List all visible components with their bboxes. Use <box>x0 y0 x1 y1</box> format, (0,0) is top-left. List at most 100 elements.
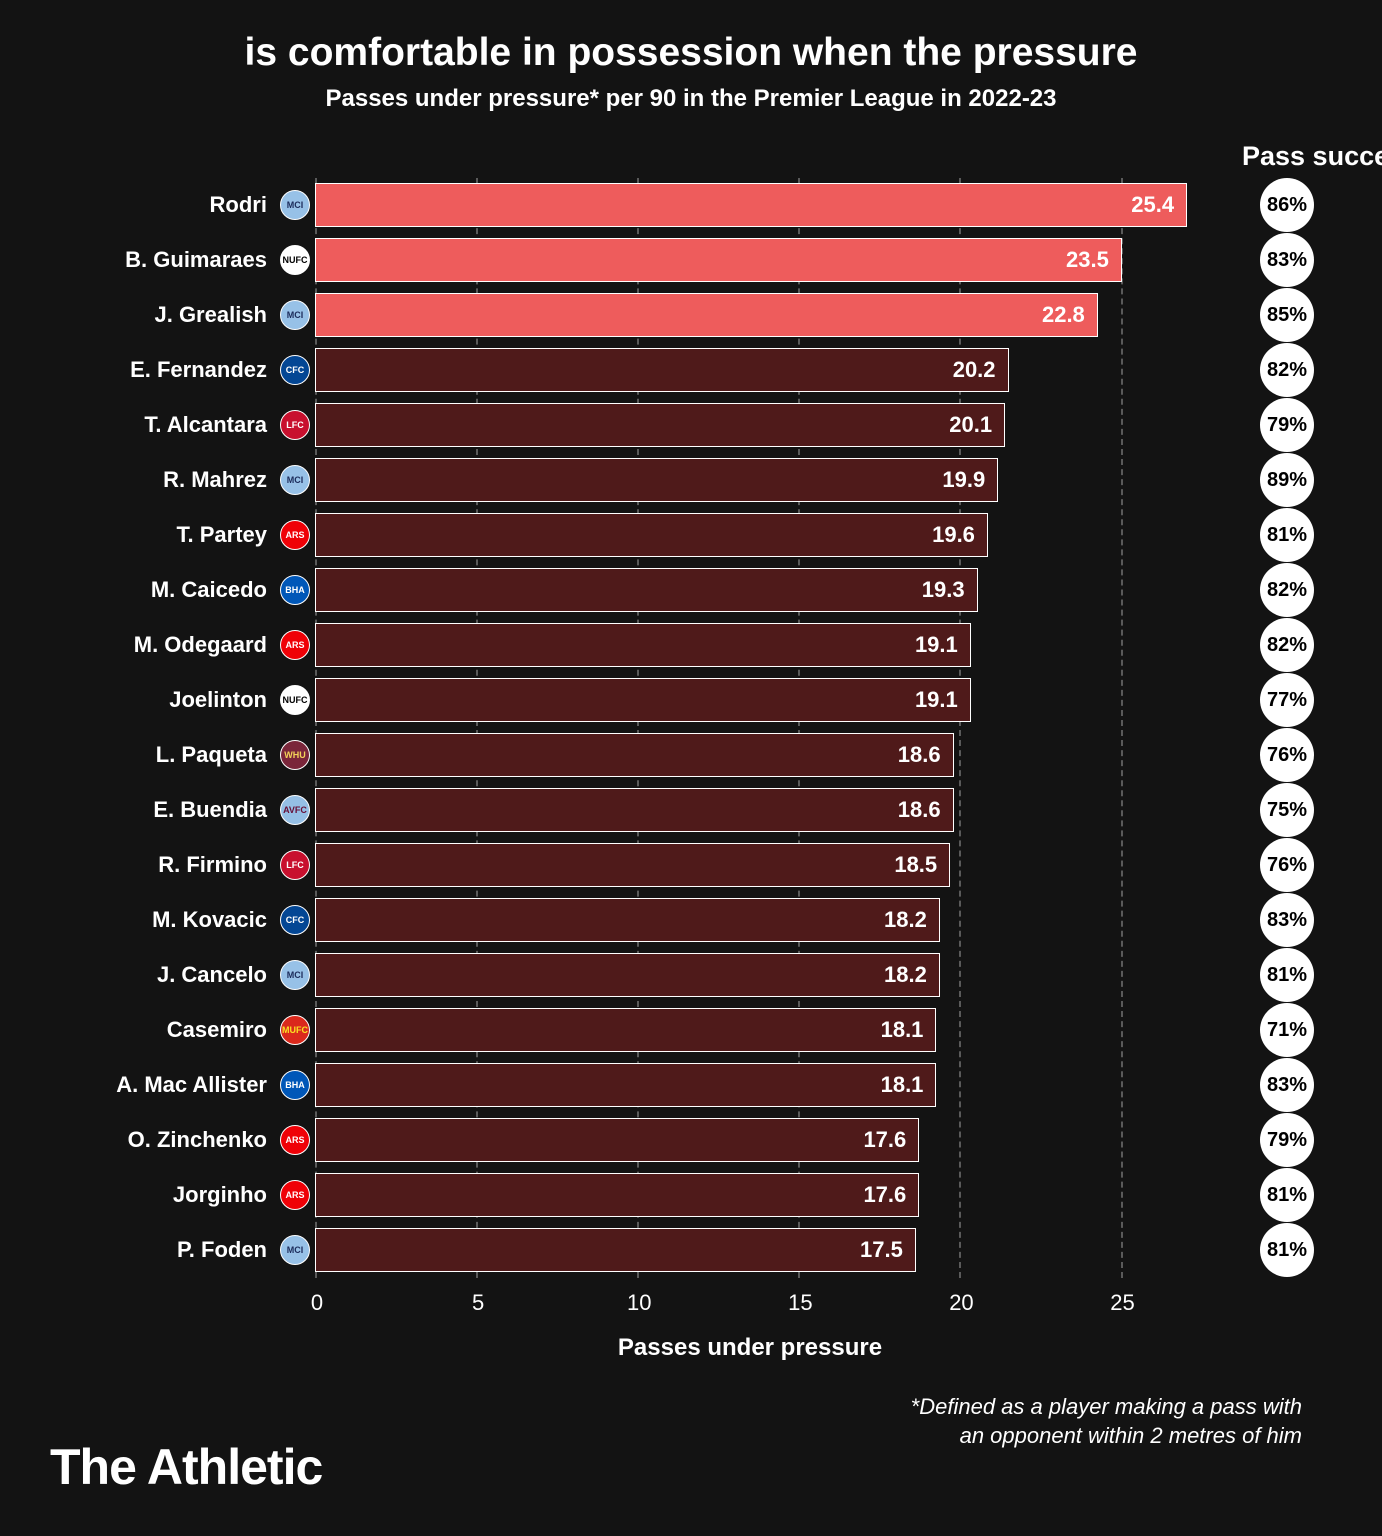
value-bar: 20.2 <box>315 348 1009 392</box>
player-name: Joelinton <box>50 687 275 713</box>
player-row: O. ZinchenkoARS17.6 79% <box>50 1113 1332 1168</box>
brand-logo: The Athletic <box>50 1438 322 1496</box>
pass-success-badge: 82% <box>1260 563 1314 617</box>
chart-header: is comfortable in possession when the pr… <box>50 30 1332 113</box>
pass-success-badge: 71% <box>1260 1003 1314 1057</box>
value-bar: 19.9 <box>315 458 998 502</box>
pass-success-badge: 83% <box>1260 893 1314 947</box>
bar-area: 18.1 <box>315 1058 1242 1113</box>
team-badge-icon: AVFC <box>280 795 310 825</box>
bar-area: 25.4 <box>315 178 1242 233</box>
x-tick-label: 10 <box>627 1290 651 1316</box>
team-badge-icon: LFC <box>280 850 310 880</box>
team-badge-icon: BHA <box>280 1070 310 1100</box>
pass-success-badge: 79% <box>1260 1113 1314 1167</box>
pass-success-badge: 76% <box>1260 728 1314 782</box>
team-badge-icon: BHA <box>280 575 310 605</box>
bar-area: 17.6 <box>315 1168 1242 1223</box>
player-row: R. MahrezMCI19.989% <box>50 453 1332 508</box>
pass-success-badge: 83% <box>1260 1058 1314 1112</box>
player-name: M. Caicedo <box>50 577 275 603</box>
player-row: L. PaquetaWHU18.676% <box>50 728 1332 783</box>
value-bar: 23.5 <box>315 238 1122 282</box>
bar-area: 19.6 <box>315 508 1242 563</box>
bar-area: 19.1 <box>315 618 1242 673</box>
value-bar: 20.1 <box>315 403 1005 447</box>
value-bar: 18.1 <box>315 1063 936 1107</box>
player-row: J. CanceloMCI18.281% <box>50 948 1332 1003</box>
value-bar: 19.6 <box>315 513 988 557</box>
player-name: R. Firmino <box>50 852 275 878</box>
bar-area: 18.2 <box>315 948 1242 1003</box>
x-tick-label: 15 <box>788 1290 812 1316</box>
pass-success-badge: 75% <box>1260 783 1314 837</box>
value-bar: 18.2 <box>315 898 940 942</box>
player-name: O. Zinchenko <box>50 1127 275 1153</box>
pass-success-badge: 81% <box>1260 948 1314 1002</box>
pass-success-badge: 82% <box>1260 343 1314 397</box>
value-bar: 18.2 <box>315 953 940 997</box>
footnote-line2: an opponent within 2 metres of him <box>960 1423 1302 1448</box>
bar-chart: 0510152025RodriMCI25.486%B. GuimaraesNUF… <box>50 178 1332 1278</box>
team-badge-icon: NUFC <box>280 685 310 715</box>
player-name: B. Guimaraes <box>50 247 275 273</box>
bar-area: 22.8 <box>315 288 1242 343</box>
team-badge-icon: ARS <box>280 520 310 550</box>
bar-area: 18.6 <box>315 783 1242 838</box>
player-row: B. GuimaraesNUFC23.583% <box>50 233 1332 288</box>
player-row: JoelintonNUFC19.1 77% <box>50 673 1332 728</box>
player-row: M. CaicedoBHA19.3 82% <box>50 563 1332 618</box>
value-bar: 22.8 <box>315 293 1098 337</box>
team-badge-icon: CFC <box>280 905 310 935</box>
player-name: M. Kovacic <box>50 907 275 933</box>
player-name: Rodri <box>50 192 275 218</box>
player-row: J. GrealishMCI22.8 85% <box>50 288 1332 343</box>
value-bar: 17.6 <box>315 1173 919 1217</box>
pass-success-badge: 86% <box>1260 178 1314 232</box>
player-row: M. OdegaardARS19.182% <box>50 618 1332 673</box>
pass-success-badge: 89% <box>1260 453 1314 507</box>
value-bar: 19.1 <box>315 678 971 722</box>
player-row: R. FirminoLFC18.576% <box>50 838 1332 893</box>
value-bar: 18.1 <box>315 1008 936 1052</box>
value-bar: 17.5 <box>315 1228 916 1272</box>
pass-success-badge: 81% <box>1260 1223 1314 1277</box>
column-headers: Pass success <box>50 141 1332 172</box>
player-row: A. Mac AllisterBHA18.1 83% <box>50 1058 1332 1113</box>
pass-success-badge: 77% <box>1260 673 1314 727</box>
chart-title: is comfortable in possession when the pr… <box>50 30 1332 77</box>
player-row: P. FodenMCI17.581% <box>50 1223 1332 1278</box>
bar-area: 19.9 <box>315 453 1242 508</box>
team-badge-icon: MUFC <box>280 1015 310 1045</box>
pass-success-badge: 81% <box>1260 508 1314 562</box>
bar-area: 19.3 <box>315 563 1242 618</box>
player-row: T. ParteyARS19.681% <box>50 508 1332 563</box>
bar-area: 17.6 <box>315 1113 1242 1168</box>
player-name: T. Alcantara <box>50 412 275 438</box>
player-name: Casemiro <box>50 1017 275 1043</box>
chart-subtitle: Passes under pressure* per 90 in the Pre… <box>50 85 1332 113</box>
player-row: E. BuendiaAVFC18.6 75% <box>50 783 1332 838</box>
bar-area: 20.2 <box>315 343 1242 398</box>
bar-area: 18.2 <box>315 893 1242 948</box>
player-row: JorginhoARS17.681% <box>50 1168 1332 1223</box>
player-name: E. Buendia <box>50 797 275 823</box>
pass-success-badge: 79% <box>1260 398 1314 452</box>
player-row: T. AlcantaraLFC20.179% <box>50 398 1332 453</box>
bar-area: 18.1 <box>315 1003 1242 1058</box>
value-bar: 18.5 <box>315 843 950 887</box>
player-name: A. Mac Allister <box>50 1072 275 1098</box>
pass-success-badge: 81% <box>1260 1168 1314 1222</box>
team-badge-icon: MCI <box>280 465 310 495</box>
team-badge-icon: CFC <box>280 355 310 385</box>
x-tick-label: 0 <box>311 1290 323 1316</box>
bar-area: 18.6 <box>315 728 1242 783</box>
team-badge-icon: MCI <box>280 300 310 330</box>
pass-success-badge: 85% <box>1260 288 1314 342</box>
player-row: M. KovacicCFC18.2 83% <box>50 893 1332 948</box>
player-name: J. Grealish <box>50 302 275 328</box>
team-badge-icon: ARS <box>280 1125 310 1155</box>
pass-success-header: Pass success <box>1242 141 1332 172</box>
bar-area: 20.1 <box>315 398 1242 453</box>
value-bar: 18.6 <box>315 733 954 777</box>
